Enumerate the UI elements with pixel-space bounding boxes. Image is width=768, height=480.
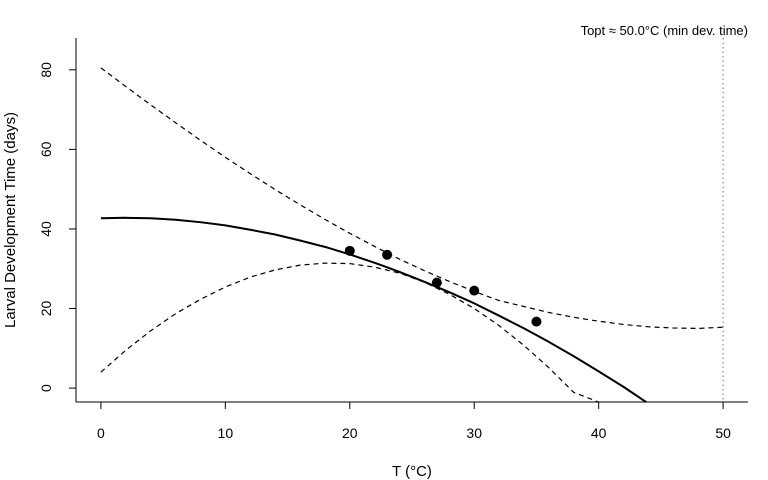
series-layer <box>100 67 724 402</box>
data-point <box>469 285 480 296</box>
x-tick-label: 10 <box>218 425 234 441</box>
y-tick-label: 40 <box>38 221 54 237</box>
y-tick-label: 0 <box>38 384 54 392</box>
fitted-curve-line <box>100 216 648 402</box>
data-point <box>382 249 393 260</box>
plot-area <box>100 38 724 402</box>
x-tick-label: 30 <box>466 425 482 441</box>
x-tick-label: 0 <box>97 425 105 441</box>
y-tick-label: 60 <box>38 141 54 157</box>
data-point <box>431 277 442 288</box>
x-tick-label: 20 <box>342 425 358 441</box>
lower-ci-line <box>100 262 601 402</box>
x-ticks: 0 10 20 30 40 50 <box>97 402 731 441</box>
y-tick-label: 20 <box>38 301 54 317</box>
upper-ci-line <box>100 67 724 329</box>
y-axis-title: Larval Development Time (days) <box>2 112 19 328</box>
x-tick-label: 40 <box>591 425 607 441</box>
points-layer <box>344 245 542 327</box>
data-point <box>531 316 542 327</box>
data-point <box>344 245 355 256</box>
x-axis-title: T (°C) <box>392 463 432 480</box>
topt-annotation: Topt ≈ 50.0°C (min dev. time) <box>581 23 748 38</box>
y-ticks: 0 20 40 60 80 <box>38 62 76 392</box>
x-tick-label: 50 <box>715 425 731 441</box>
y-tick-label: 80 <box>38 62 54 78</box>
axes <box>75 38 748 403</box>
